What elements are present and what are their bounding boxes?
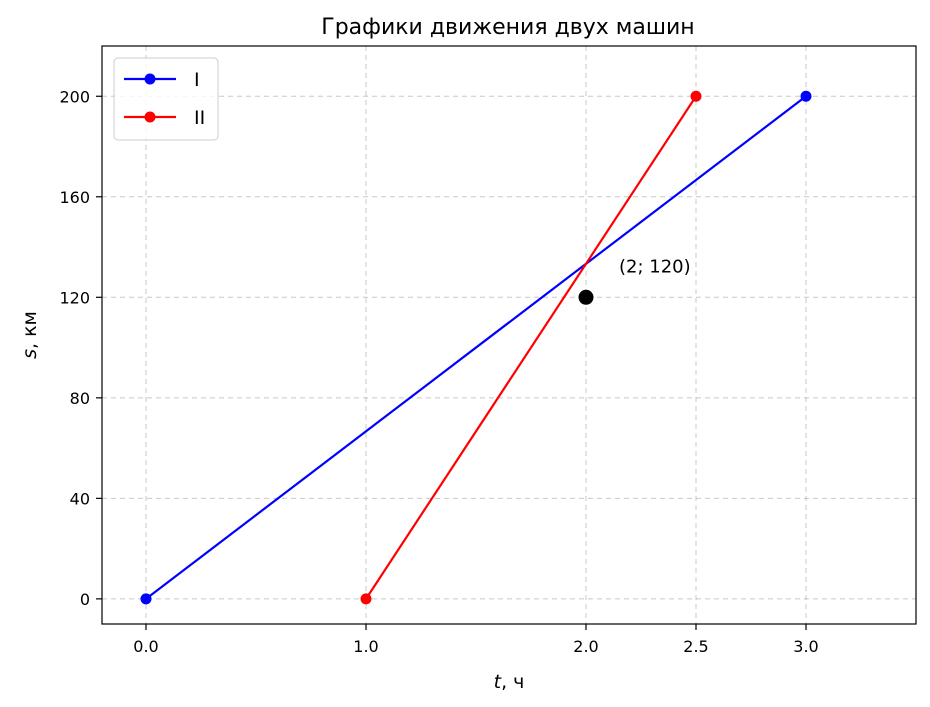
grid bbox=[102, 46, 916, 624]
x-tick-label: 1.0 bbox=[353, 637, 378, 656]
intersection-label: (2; 120) bbox=[619, 256, 691, 277]
series-ii-point bbox=[360, 593, 372, 605]
y-tick-label: 80 bbox=[70, 389, 90, 408]
series-ii-point bbox=[690, 90, 702, 102]
chart-title: Графики движения двух машин bbox=[321, 15, 694, 40]
y-axis-unit: , км bbox=[19, 311, 41, 349]
plot-frame bbox=[101, 45, 917, 625]
y-axis: 0 40 80 120 160 200 bbox=[59, 87, 102, 609]
y-tick-label: 0 bbox=[80, 590, 90, 609]
y-tick-label: 40 bbox=[70, 489, 90, 508]
series-i-point bbox=[140, 593, 152, 605]
series-ii-line bbox=[365, 95, 697, 600]
y-tick-label: 160 bbox=[59, 188, 90, 207]
y-axis-label: s, км bbox=[19, 311, 41, 359]
x-axis-unit: , ч bbox=[501, 671, 524, 693]
x-tick-label: 3.0 bbox=[793, 637, 818, 656]
x-axis-label: t, ч bbox=[494, 671, 525, 693]
legend: III bbox=[113, 57, 219, 141]
x-tick-label: 2.0 bbox=[573, 637, 598, 656]
legend-label-ii: II bbox=[194, 107, 205, 129]
series-i-point bbox=[800, 90, 812, 102]
y-axis-variable: s bbox=[19, 349, 41, 359]
x-tick-label: 0.0 bbox=[133, 637, 158, 656]
annotation-layer: (2; 120) bbox=[578, 256, 691, 305]
legend-label-i: I bbox=[194, 69, 200, 91]
y-tick-label: 120 bbox=[59, 288, 90, 307]
series-i-line bbox=[145, 95, 807, 600]
legend-marker-ii bbox=[144, 111, 156, 123]
legend-marker-i bbox=[144, 73, 156, 85]
x-tick-label: 2.5 bbox=[683, 637, 708, 656]
series-layer bbox=[140, 90, 812, 605]
intersection-point bbox=[578, 289, 594, 305]
x-axis-variable: t bbox=[494, 671, 503, 693]
y-tick-label: 200 bbox=[59, 87, 90, 106]
x-axis: 0.0 1.0 2.0 2.5 3.0 bbox=[133, 624, 819, 656]
